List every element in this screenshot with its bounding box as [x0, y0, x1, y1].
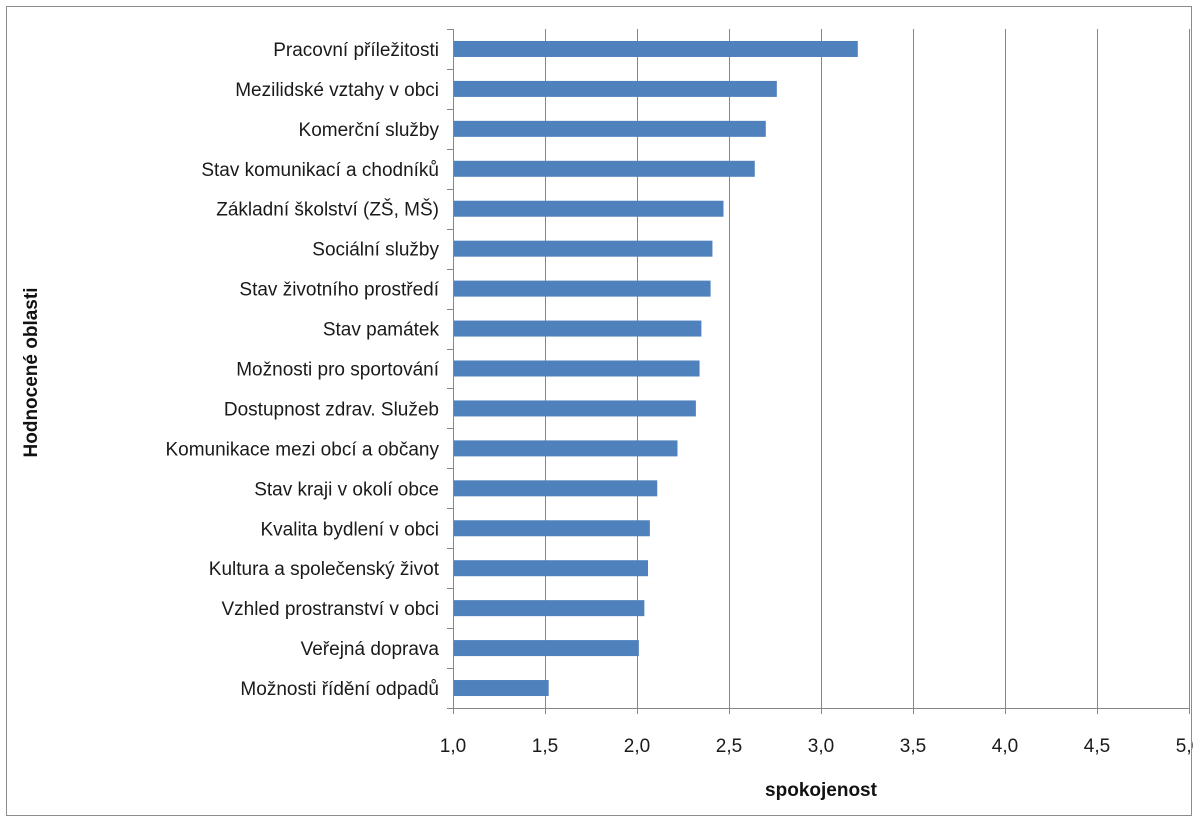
x-tick-label: 2,0	[624, 736, 650, 757]
bar	[454, 240, 713, 257]
x-axis-title: spokojenost	[765, 780, 878, 801]
category-label: Možnosti pro sportování	[236, 360, 439, 381]
x-tick-label: 1,5	[532, 736, 558, 757]
bar-chart: Pracovní příležitosti Mezilidské vztahy v…	[21, 29, 1193, 801]
x-tick-label: 5,0	[1176, 736, 1193, 757]
category-label: Sociální služby	[312, 240, 439, 261]
gridlines	[447, 29, 1190, 714]
bar	[454, 80, 777, 97]
category-label: Možnosti řídění odpadů	[240, 679, 439, 700]
category-labels: Pracovní příležitosti Mezilidské vztahy v…	[165, 40, 439, 700]
bar	[454, 120, 766, 137]
category-label: Mezilidské vztahy v obci	[235, 80, 439, 101]
bar	[454, 280, 711, 297]
category-label: Vzhled prostranství v obci	[221, 599, 439, 620]
x-tick-label: 4,5	[1084, 736, 1110, 757]
category-label: Stav životního prostředí	[239, 280, 439, 301]
x-tick-label: 1,0	[440, 736, 466, 757]
chart-frame: Pracovní příležitosti Mezilidské vztahy v…	[6, 6, 1193, 816]
bar	[454, 40, 858, 57]
category-label: Kvalita bydlení v obci	[261, 519, 440, 540]
category-label: Komunikace mezi obcí a občany	[165, 439, 439, 460]
category-label: Základní školství (ZŠ, MŠ)	[216, 199, 439, 221]
bar	[454, 480, 658, 497]
category-label: Kultura a společenský život	[209, 559, 440, 580]
bars	[454, 40, 858, 697]
category-label: Komerční služby	[299, 120, 440, 141]
x-tick-labels: 1,0 1,5 2,0 2,5 3,0 3,5 4,0 4,5 5,0	[440, 736, 1193, 757]
category-label: Stav památek	[323, 320, 440, 341]
bar	[454, 160, 755, 177]
bar	[454, 400, 696, 417]
bar	[454, 200, 724, 217]
bar	[454, 520, 650, 537]
bar	[454, 600, 645, 617]
bar	[454, 360, 700, 377]
category-label: Pracovní příležitosti	[273, 40, 439, 61]
category-label: Stav komunikací a chodníků	[201, 160, 439, 181]
category-label: Stav kraji v okolí obce	[254, 479, 439, 500]
x-tick-label: 3,0	[808, 736, 834, 757]
x-tick-label: 4,0	[992, 736, 1018, 757]
y-axis-title: Hodnocené oblasti	[21, 288, 42, 458]
bar	[454, 640, 639, 657]
bar	[454, 440, 678, 457]
x-tick-label: 2,5	[716, 736, 742, 757]
bar	[454, 560, 649, 577]
x-tick-label: 3,5	[900, 736, 926, 757]
bar	[454, 320, 702, 337]
bar	[454, 680, 549, 697]
category-label: Veřejná doprava	[301, 639, 440, 660]
category-label: Dostupnost zdrav. Služeb	[224, 399, 439, 420]
